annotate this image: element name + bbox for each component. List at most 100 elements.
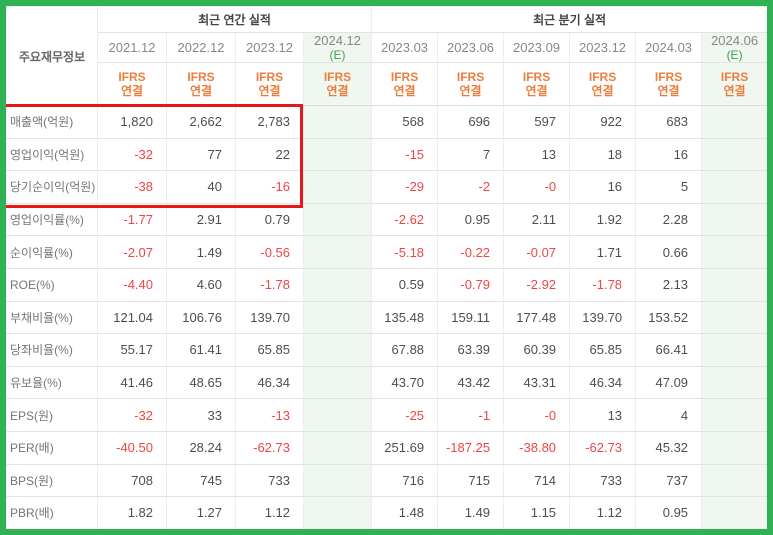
value-cell: 5 <box>635 170 703 204</box>
value-cell: 708 <box>97 463 167 498</box>
value-cell: 43.70 <box>371 365 439 400</box>
value-cell: 1.82 <box>97 496 167 529</box>
value-cell <box>701 137 767 172</box>
value-cell: -0 <box>503 398 571 432</box>
standard-line: 연결 <box>120 84 144 98</box>
group-header-row: 주요재무정보 최근 연간 실적 최근 분기 실적 <box>6 6 767 106</box>
value-cell: -5.18 <box>371 235 439 269</box>
period-label: 2022.12 <box>177 39 225 55</box>
value-cell: 1.49 <box>437 496 505 529</box>
row-label: 매출액(억원) <box>6 105 98 139</box>
standard-line: IFRS <box>654 70 683 84</box>
value-cell: 159.11 <box>437 300 505 335</box>
period-label: 2024.06 <box>711 32 759 48</box>
value-cell: 13 <box>569 398 637 432</box>
value-cell: 46.34 <box>235 365 304 400</box>
value-cell <box>302 463 373 498</box>
table-row: ROE(%) -4.40 4.60 -1.78 0.59 -0.79 -2.92 -1.78 2… <box>6 267 767 302</box>
accounting-standard-header: IFRS 연결 <box>569 62 637 106</box>
value-cell: 16 <box>635 137 703 172</box>
value-cell: 33 <box>166 398 236 432</box>
standard-line: 연결 <box>657 84 680 98</box>
standard-line: 연결 <box>591 84 614 98</box>
value-cell: -2.07 <box>97 235 167 269</box>
table-row: BPS(원) 708 745 733 716 715 714 733 737 <box>6 463 767 498</box>
value-cell: 65.85 <box>235 333 304 367</box>
table-header: 주요재무정보 최근 연간 실적 최근 분기 실적 2021.12 2022.12 2… <box>6 6 767 106</box>
value-cell <box>701 365 767 400</box>
standard-line: IFRS <box>588 70 617 84</box>
table-body: 매출액(억원) 1,820 2,662 2,783 568 696 597 922 683 영업이… <box>6 105 767 529</box>
standard-line: IFRS <box>118 70 146 84</box>
value-cell: 106.76 <box>166 300 236 335</box>
value-cell <box>302 365 373 400</box>
value-cell <box>302 430 373 465</box>
value-cell <box>302 333 373 367</box>
value-cell <box>701 267 767 302</box>
value-cell: 46.34 <box>569 365 637 400</box>
value-cell: -2.92 <box>503 267 571 302</box>
row-label: ROE(%) <box>6 267 98 302</box>
accounting-standard-header: IFRS 연결 <box>97 62 167 106</box>
value-cell: 139.70 <box>235 300 304 335</box>
standard-line: 연결 <box>525 84 548 98</box>
value-cell: 55.17 <box>97 333 167 367</box>
row-label: 순이익률(%) <box>6 235 98 269</box>
period-label: 2021.12 <box>108 39 156 55</box>
value-cell <box>701 333 767 367</box>
period-label: 2023.06 <box>447 39 495 55</box>
value-cell: 922 <box>569 105 637 139</box>
value-cell: 745 <box>166 463 236 498</box>
value-cell: 40 <box>166 170 236 204</box>
row-label: 영업이익(억원) <box>6 137 98 172</box>
table-row: 영업이익(억원) -32 77 22 -15 7 13 18 16 <box>6 137 767 172</box>
value-cell: 66.41 <box>635 333 703 367</box>
value-cell: 41.46 <box>97 365 167 400</box>
value-cell: -32 <box>97 398 167 432</box>
value-cell: -1.78 <box>235 267 304 302</box>
period-header: 2024.03 <box>635 32 703 63</box>
accounting-standard-header: IFRS 연결 <box>437 62 505 106</box>
accounting-standard-header: IFRS 연결 <box>302 62 373 106</box>
value-cell: -0.56 <box>235 235 304 269</box>
value-cell: 4 <box>635 398 703 432</box>
accounting-standard-header: IFRS 연결 <box>503 62 571 106</box>
value-cell: -2 <box>437 170 505 204</box>
row-label: 당기순이익(억원) <box>6 170 98 204</box>
value-cell: -0.22 <box>437 235 505 269</box>
period-header: 2024.06 (E) <box>701 32 767 63</box>
annual-group-header: 최근 연간 실적 <box>96 6 373 33</box>
period-label: 2024.03 <box>645 39 693 55</box>
standard-line: IFRS <box>323 70 352 84</box>
value-cell <box>701 235 767 269</box>
table-row: 순이익률(%) -2.07 1.49 -0.56 -5.18 -0.22 -0.07 1.71… <box>6 235 767 269</box>
table-row: 부채비율(%) 121.04 106.76 139.70 135.48 159.11 177… <box>6 300 767 335</box>
value-cell: -0.07 <box>503 235 571 269</box>
standard-line: 연결 <box>189 84 213 98</box>
value-cell: 28.24 <box>166 430 236 465</box>
value-cell: -32 <box>97 137 167 172</box>
value-cell <box>302 300 373 335</box>
standard-line: IFRS <box>720 70 749 84</box>
value-cell <box>701 202 767 237</box>
value-cell: -1.77 <box>97 202 167 237</box>
row-label: 부채비율(%) <box>6 300 98 335</box>
period-header: 2024.12 (E) <box>302 32 373 63</box>
value-cell: 0.95 <box>635 496 703 529</box>
value-cell: 733 <box>569 463 637 498</box>
value-cell: -0 <box>503 170 571 204</box>
value-cell: 0.79 <box>235 202 304 237</box>
value-cell: 63.39 <box>437 333 505 367</box>
value-cell: 43.42 <box>437 365 505 400</box>
standard-line: 연결 <box>258 84 281 98</box>
value-cell: 1.49 <box>166 235 236 269</box>
value-cell <box>701 105 767 139</box>
value-cell: -4.40 <box>97 267 167 302</box>
standard-line: 연결 <box>459 84 482 98</box>
period-header-row: 2021.12 2022.12 2023.12 2024.12 (E) 2023.03 20… <box>7 32 767 63</box>
standard-line: IFRS <box>187 70 215 84</box>
value-cell: -15 <box>371 137 439 172</box>
financial-table: 주요재무정보 최근 연간 실적 최근 분기 실적 2021.12 2022.12 2… <box>6 6 767 529</box>
value-cell: -40.50 <box>97 430 167 465</box>
